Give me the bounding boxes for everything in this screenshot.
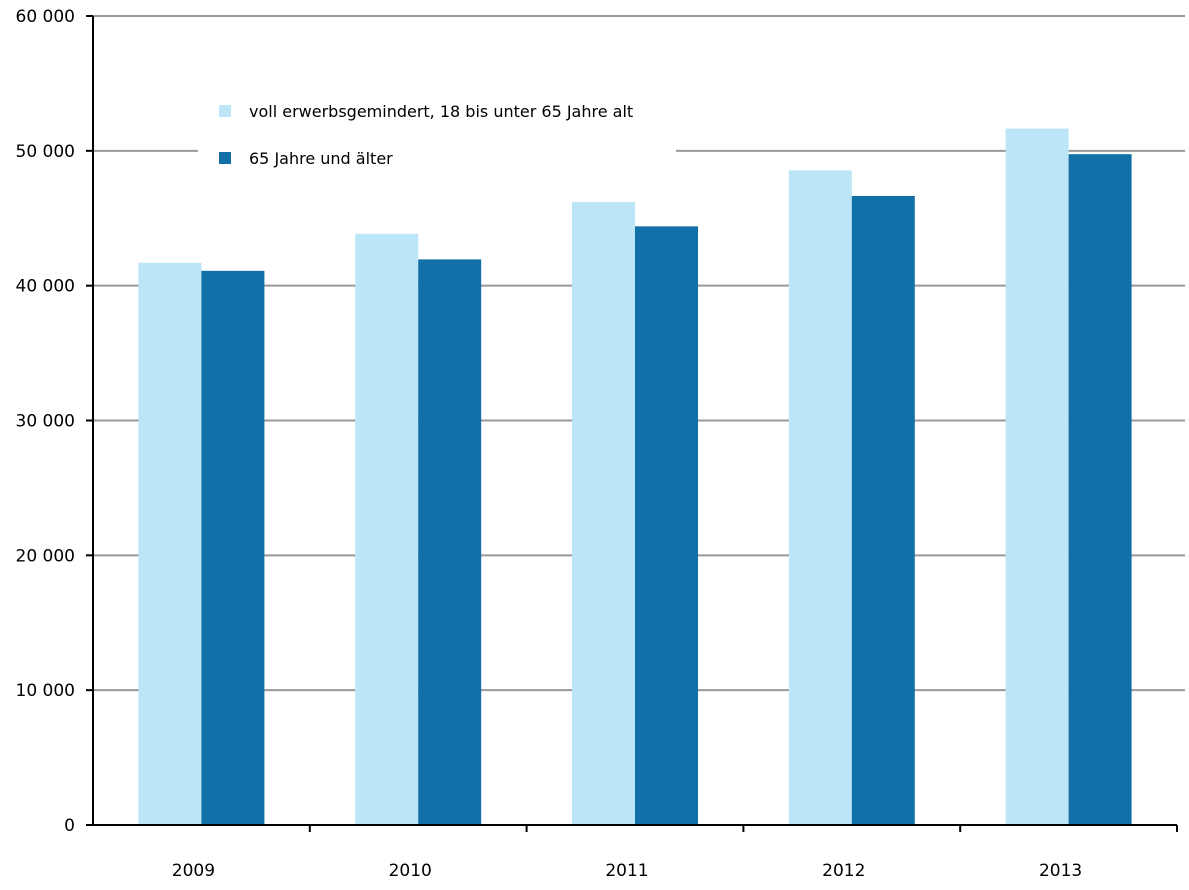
legend-swatch	[219, 152, 231, 164]
x-tick-label: 2010	[389, 861, 432, 881]
x-tick-label: 2013	[1039, 861, 1082, 881]
legend-swatch	[219, 105, 231, 117]
bar-2012-series-2	[851, 196, 915, 825]
y-axis-labels: 0 10 000 20 000 30 000 40 000 50 000 60 000	[16, 7, 75, 836]
bar-2009-series-2	[201, 270, 265, 826]
legend-label: voll erwerbsgemindert, 18 bis unter 65 J…	[249, 102, 633, 121]
axes	[86, 15, 1178, 832]
x-tick-label: 2009	[172, 861, 215, 881]
y-tick-label: 0	[64, 816, 75, 836]
legend-background	[198, 88, 676, 188]
x-tick-label: 2011	[605, 861, 648, 881]
bar-2010-series-2	[418, 259, 482, 826]
y-tick-label: 20 000	[16, 546, 75, 566]
bar-2011-series-1	[572, 202, 635, 825]
legend-label: 65 Jahre und älter	[249, 149, 393, 168]
bar-2010-series-1	[355, 233, 419, 825]
y-tick-label: 30 000	[16, 412, 75, 432]
bar-2013-series-1	[1005, 128, 1069, 826]
x-axis-labels: 2009 2010 2011 2012 2013	[172, 861, 1082, 881]
bar-2009-series-1	[138, 262, 202, 825]
bar-2011-series-2	[635, 226, 698, 826]
x-tick-label: 2012	[822, 861, 865, 881]
bars	[138, 128, 1132, 826]
bar-2012-series-1	[788, 170, 852, 826]
y-tick-label: 40 000	[16, 277, 75, 297]
y-tick-label: 60 000	[16, 7, 75, 27]
bar-2013-series-2	[1068, 154, 1132, 825]
legend: voll erwerbsgemindert, 18 bis unter 65 J…	[219, 102, 633, 168]
y-tick-label: 10 000	[16, 681, 75, 701]
y-tick-label: 50 000	[16, 142, 75, 162]
